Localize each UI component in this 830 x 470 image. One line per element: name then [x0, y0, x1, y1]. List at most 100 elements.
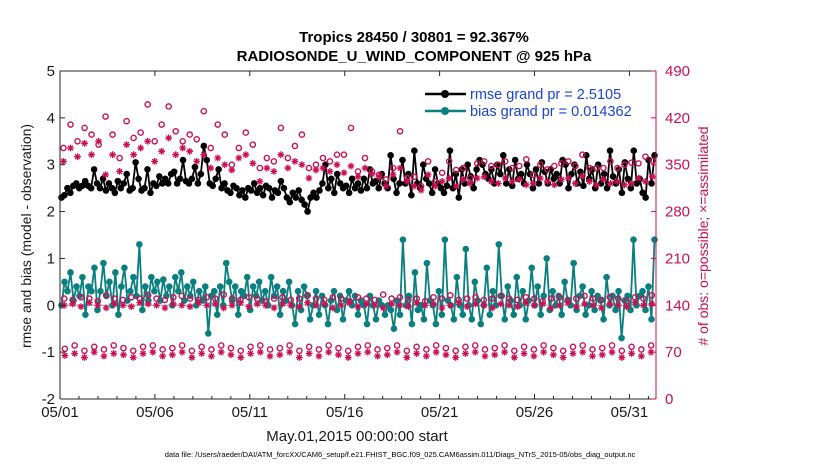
marker-assimilated_upper [382, 182, 390, 190]
point-bias [189, 278, 197, 286]
marker-assimilated_mid [253, 300, 261, 308]
marker-assimilated_mid [598, 304, 605, 312]
point-rmse [399, 156, 406, 164]
marker-assimilated_upper [466, 180, 474, 187]
marker-possible_mid [178, 292, 186, 300]
marker-assimilated_upper [270, 168, 278, 175]
marker-assimilated_upper [607, 180, 614, 187]
point-bias [345, 287, 353, 295]
marker-assimilated_mid [195, 299, 202, 307]
marker-assimilated_lower [501, 348, 508, 356]
marker-assimilated_upper [137, 144, 145, 152]
series-assimilated_lower [61, 348, 655, 361]
point-rmse [550, 175, 558, 183]
marker-possible_lower [452, 347, 460, 355]
point-bias [570, 259, 577, 267]
point-rmse [176, 175, 184, 183]
marker-assimilated_mid [346, 299, 354, 307]
point-rmse [535, 180, 543, 187]
point-rmse [470, 184, 477, 192]
marker-possible_lower [384, 344, 391, 352]
marker-assimilated_upper [522, 181, 530, 189]
point-rmse [333, 170, 341, 178]
marker-possible_upper [277, 124, 285, 132]
marker-assimilated_mid [455, 299, 463, 307]
point-rmse [532, 166, 540, 173]
point-rmse [553, 170, 560, 178]
marker-assimilated_mid [245, 303, 253, 311]
point-bias [528, 264, 536, 272]
marker-possible_upper [305, 164, 313, 172]
point-bias [166, 283, 173, 290]
marker-possible_upper [102, 113, 109, 120]
point-bias [67, 269, 74, 276]
marker-assimilated_upper [396, 164, 404, 172]
marker-possible_lower [481, 346, 489, 353]
marker-possible_upper [607, 158, 614, 165]
marker-assimilated_upper [508, 178, 516, 185]
point-rmse [147, 189, 154, 197]
marker-assimilated_upper [158, 147, 166, 155]
marker-assimilated_mid [371, 301, 379, 309]
marker-assimilated_mid [388, 300, 395, 308]
marker-assimilated_upper [347, 162, 355, 170]
marker-possible_upper [326, 158, 334, 165]
point-rmse [517, 170, 525, 178]
marker-possible_mid [337, 295, 345, 302]
marker-assimilated_upper [249, 159, 257, 167]
point-rmse [102, 187, 110, 194]
marker-possible_mid [547, 295, 555, 302]
marker-assimilated_upper [550, 181, 558, 189]
marker-assimilated_mid [85, 299, 93, 307]
point-bias [195, 287, 203, 295]
marker-assimilated_lower [335, 351, 342, 359]
point-rmse [440, 189, 448, 197]
marker-possible_lower [413, 343, 420, 351]
marker-possible_lower [520, 343, 528, 351]
point-bias [579, 283, 586, 290]
point-rmse [209, 182, 217, 190]
marker-assimilated_lower [227, 351, 235, 359]
point-rmse [455, 194, 463, 201]
marker-possible_upper [621, 161, 628, 169]
marker-possible_upper [515, 162, 523, 170]
point-rmse [283, 194, 291, 201]
point-bias [130, 273, 137, 281]
point-rmse [268, 194, 276, 201]
point-rmse [286, 198, 294, 206]
chart-title: Tropics 28450 / 30801 = 92.367% [299, 29, 529, 46]
marker-assimilated_mid [530, 301, 538, 309]
marker-possible_lower [325, 342, 332, 349]
marker-assimilated_mid [614, 301, 622, 309]
marker-possible_upper [480, 158, 488, 165]
marker-possible_mid [379, 291, 387, 298]
marker-possible_lower [315, 346, 323, 353]
marker-possible_lower [491, 344, 499, 352]
point-bias [234, 311, 242, 318]
point-bias [97, 287, 104, 295]
point-rmse [609, 173, 617, 180]
point-bias [549, 287, 556, 295]
y-tick-label-left: 3 [47, 157, 55, 174]
point-bias [160, 276, 167, 283]
marker-possible_lower [511, 347, 518, 355]
marker-possible_lower [188, 347, 196, 355]
marker-assimilated_upper [172, 151, 180, 159]
marker-assimilated_upper [123, 141, 131, 149]
marker-possible_lower [530, 346, 538, 353]
marker-possible_upper [186, 131, 194, 138]
marker-assimilated_upper [207, 164, 215, 172]
marker-assimilated_mid [581, 300, 589, 308]
marker-assimilated_lower [637, 352, 645, 360]
point-bias [519, 287, 527, 295]
point-bias [477, 320, 485, 328]
point-bias [285, 278, 293, 286]
marker-assimilated_upper [564, 174, 572, 182]
marker-possible_mid [144, 291, 152, 299]
marker-possible_lower [501, 342, 508, 349]
marker-assimilated_upper [635, 174, 642, 182]
point-rmse [541, 168, 549, 176]
marker-possible_upper [116, 154, 123, 162]
marker-possible_lower [423, 346, 430, 353]
point-rmse [197, 170, 205, 178]
